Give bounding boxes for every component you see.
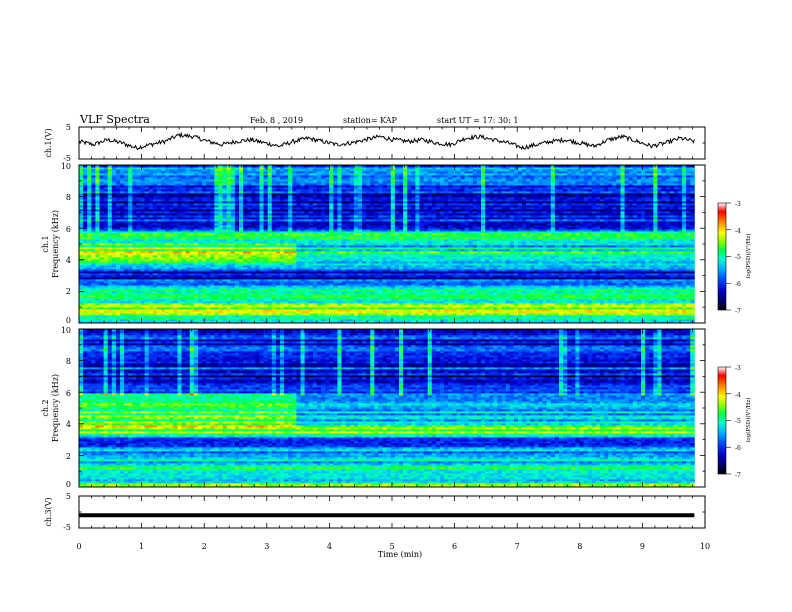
figure-title: VLF Spectra xyxy=(79,113,150,126)
ch1-ytick-top: 5 xyxy=(66,123,71,132)
station-label: station= KAP xyxy=(343,116,398,125)
start-time-label: start UT = 17: 30: 1 xyxy=(437,116,518,125)
ch1-voltage-ylabel: ch.1(V) xyxy=(44,128,53,157)
ch1-voltage-trace xyxy=(79,133,694,149)
date-label: Feb. 8 , 2019 xyxy=(250,116,303,125)
ch1-spectrogram-panel: 0 2 4 6 8 10 ch.1 Frequency (kHz) -3 -4 … xyxy=(41,162,752,325)
ch1-voltage-panel: 5 -5 ch.1(V) xyxy=(44,123,705,163)
